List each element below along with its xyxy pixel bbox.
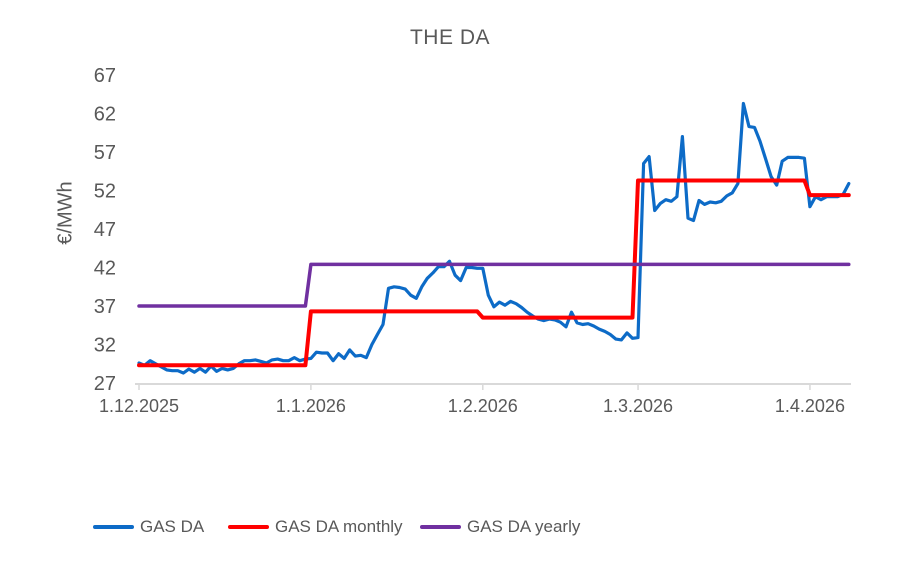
legend-label-gas-da-monthly: GAS DA monthly bbox=[275, 517, 403, 536]
y-tick-label: 52 bbox=[94, 181, 116, 203]
y-tick-labels: 27 32 37 42 47 52 57 62 67 bbox=[94, 65, 116, 395]
legend-swatch-gas-da bbox=[93, 525, 134, 529]
series-lines bbox=[137, 101, 851, 375]
x-axis-line bbox=[135, 383, 851, 390]
y-tick-label: 57 bbox=[94, 142, 116, 164]
legend-swatch-gas-da-yearly bbox=[420, 525, 461, 529]
legend-label-gas-da-yearly: GAS DA yearly bbox=[467, 517, 581, 536]
y-tick-label: 67 bbox=[94, 65, 116, 87]
x-tick-labels: 1.12.2025 1.1.2026 1.2.2026 1.3.2026 1.4… bbox=[99, 396, 845, 416]
x-tick-label: 1.12.2025 bbox=[99, 396, 179, 416]
y-tick-label: 42 bbox=[94, 258, 116, 280]
legend-entry-gas-da-yearly: GAS DA yearly bbox=[420, 516, 580, 538]
x-tick-label: 1.1.2026 bbox=[276, 396, 346, 416]
legend-entry-gas-da: GAS DA bbox=[93, 516, 204, 538]
y-tick-label: 27 bbox=[94, 373, 116, 395]
x-tick-label: 1.2.2026 bbox=[448, 396, 518, 416]
y-tick-label: 62 bbox=[94, 104, 116, 126]
y-tick-label: 37 bbox=[94, 296, 116, 318]
x-tick-label: 1.3.2026 bbox=[603, 396, 673, 416]
legend: GAS DA GAS DA monthly GAS DA yearly bbox=[0, 516, 900, 538]
legend-label-gas-da: GAS DA bbox=[140, 517, 205, 536]
legend-swatch-gas-da-monthly bbox=[228, 525, 269, 529]
x-tick-label: 1.4.2026 bbox=[775, 396, 845, 416]
legend-entry-gas-da-monthly: GAS DA monthly bbox=[228, 516, 403, 538]
y-tick-label: 32 bbox=[94, 335, 116, 357]
chart-title: THE DA bbox=[409, 26, 490, 49]
y-tick-label: 47 bbox=[94, 219, 116, 241]
